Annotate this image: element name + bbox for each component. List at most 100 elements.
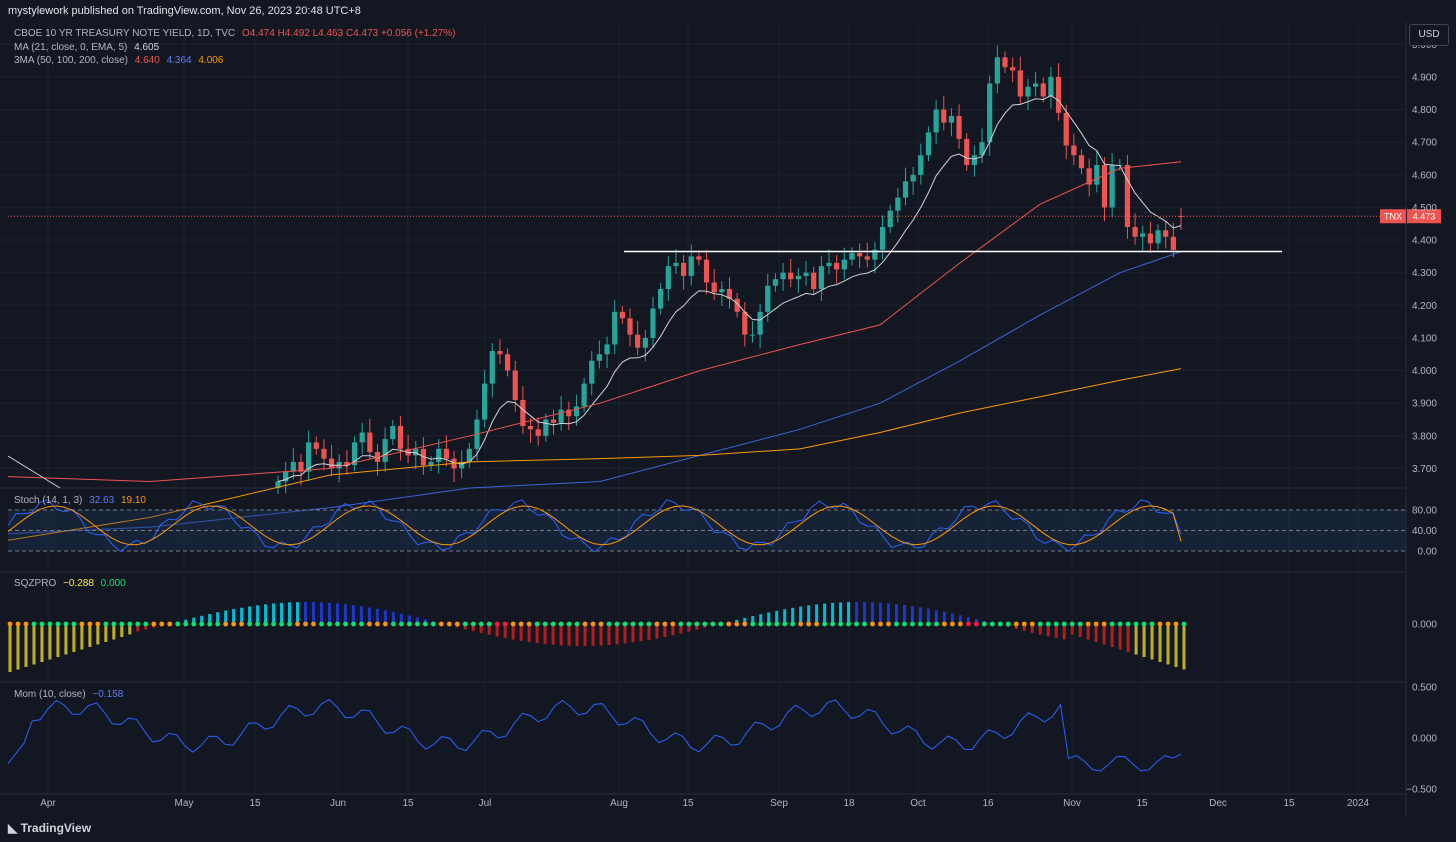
x-tick-label: 15 [249, 798, 261, 809]
sqz-bar [871, 602, 875, 624]
y-tick-label: 4.100 [1412, 333, 1437, 344]
sqz-bar [695, 624, 699, 630]
main-title: CBOE 10 YR TREASURY NOTE YIELD, 1D, TVC [14, 28, 236, 39]
sqz-bar [495, 624, 499, 637]
candle-body [872, 249, 878, 260]
candle-body [1002, 57, 1008, 68]
candle-body [275, 481, 281, 488]
sqz-dot [247, 621, 252, 627]
currency-button[interactable]: USD [1409, 24, 1449, 46]
candle-body [1010, 67, 1016, 71]
candle-body [1163, 230, 1169, 237]
sqz-dot [997, 621, 1003, 627]
sqz-bar [743, 617, 747, 624]
candle-body [313, 442, 319, 449]
candle-body [749, 334, 756, 336]
sqz-dot [574, 621, 580, 627]
sqz-bar [1158, 624, 1162, 662]
sqz-dot [518, 621, 524, 627]
sqz-bar [567, 624, 571, 646]
footer [0, 816, 1456, 842]
sqz-bar [894, 604, 898, 624]
sqz-dot [942, 621, 947, 627]
brand-text: TradingView [20, 821, 92, 835]
sqz-bar [1102, 624, 1106, 645]
sqz-dot [191, 621, 197, 627]
sqz-dot [662, 621, 668, 627]
candle-body [696, 256, 702, 260]
sqz-dot [542, 621, 548, 627]
sqz-dot [989, 621, 995, 627]
sqz-bar [96, 624, 100, 645]
x-tick-label: Sep [770, 798, 788, 809]
sqz-dot [151, 621, 157, 627]
candle-body [795, 275, 801, 280]
sqz-dot [1029, 621, 1035, 627]
candle-body [941, 109, 947, 123]
sqz-bar [112, 624, 116, 640]
sqz-bar [775, 610, 779, 624]
sqz-bar [415, 617, 419, 624]
candle-body [994, 57, 1000, 84]
sqz-bar [128, 624, 132, 635]
sqz-dot [838, 621, 843, 627]
candle-body [413, 448, 419, 456]
candle-body [1109, 165, 1115, 208]
sqz-bar [216, 612, 220, 624]
sqz-bar [591, 624, 595, 646]
sqz-dot [686, 621, 692, 627]
candle-body [650, 308, 656, 338]
y-tick-label: 4.800 [1412, 105, 1437, 116]
sqz-bar [759, 614, 763, 624]
candle-body [604, 344, 610, 355]
sqz-dot [366, 621, 372, 627]
sqz-bar [823, 603, 827, 624]
sqz-dot [1173, 621, 1179, 627]
x-tick-label: Nov [1063, 798, 1081, 809]
sqz-dot [263, 621, 268, 627]
sqz-bar [974, 619, 978, 624]
sqz-dot [806, 621, 812, 627]
tradingview-logo[interactable]: ◣ TradingView [8, 821, 91, 835]
sqz-bar [272, 603, 276, 624]
sqz-dot [279, 621, 284, 627]
ma3-v2: 4.364 [166, 55, 192, 66]
sqz-dot [295, 621, 300, 627]
y-tick-label: 4.300 [1412, 268, 1437, 279]
sqz-bar [280, 602, 284, 624]
candle-body [826, 262, 832, 267]
mom-label: Mom (10, close) [14, 689, 86, 700]
ma-value: 4.605 [134, 42, 160, 53]
candle-body [1132, 227, 1138, 237]
sqz-bar [855, 602, 859, 624]
sqz-dot [255, 621, 260, 627]
sqz-dot [630, 621, 636, 627]
sqz-bar [783, 609, 787, 624]
candle-body [466, 448, 472, 462]
sqz-dot [606, 621, 612, 627]
sqz-bar [48, 624, 52, 660]
candle-body [283, 471, 289, 482]
price-pane: TNX 4.473 [7, 45, 1441, 541]
candle-body [397, 426, 404, 449]
candle-body [1040, 83, 1046, 97]
sqz-bar [136, 624, 140, 632]
candle-body [428, 461, 434, 466]
sqz-dot [231, 621, 237, 627]
stoch-legend: Stoch (14, 1, 3) 32.63 19.10 [14, 495, 146, 506]
candle-body [612, 311, 618, 345]
candle-body [887, 210, 893, 228]
sqz-dot [327, 621, 332, 627]
sqz-dot [271, 621, 276, 627]
sqz-dot [814, 621, 820, 627]
y-tick-label: 3.900 [1412, 399, 1437, 410]
sqz-bar [631, 624, 635, 643]
momentum-pane: 0.500 0.000 −0.500 [7, 683, 1437, 796]
sqz-dot [910, 621, 915, 627]
sqz-bar [1054, 624, 1058, 638]
sqz-dot [726, 621, 732, 627]
sqz-bar [80, 624, 84, 650]
sqz-dot [902, 621, 907, 627]
sqz-v2: 0.000 [100, 578, 126, 589]
